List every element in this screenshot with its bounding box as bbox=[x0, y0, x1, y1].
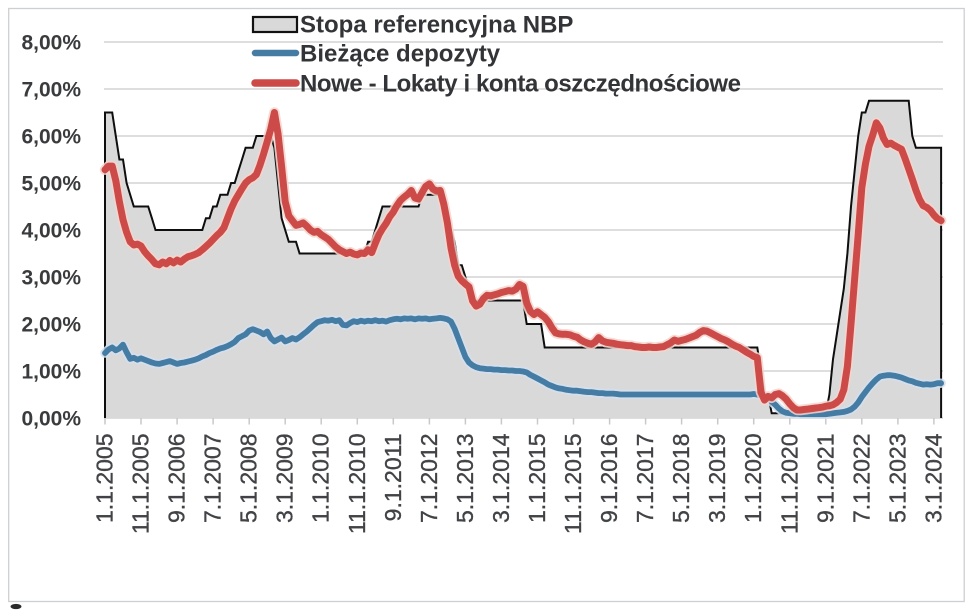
svg-text:5.1.2008: 5.1.2008 bbox=[236, 434, 262, 524]
svg-text:1.1.2020: 1.1.2020 bbox=[740, 434, 766, 524]
svg-text:7.1.2017: 7.1.2017 bbox=[632, 434, 658, 524]
svg-text:11.1.2015: 11.1.2015 bbox=[560, 434, 586, 535]
svg-text:7.1.2012: 7.1.2012 bbox=[416, 434, 442, 524]
svg-text:Stopa referencyjna NBP: Stopa referencyjna NBP bbox=[300, 12, 573, 39]
svg-text:1,00%: 1,00% bbox=[21, 360, 81, 383]
svg-text:5.1.2023: 5.1.2023 bbox=[884, 434, 910, 524]
svg-text:6,00%: 6,00% bbox=[21, 125, 81, 148]
svg-text:3.1.2024: 3.1.2024 bbox=[920, 433, 946, 523]
svg-text:3.1.2009: 3.1.2009 bbox=[272, 434, 298, 524]
svg-text:7.1.2007: 7.1.2007 bbox=[200, 434, 226, 524]
svg-text:5.1.2018: 5.1.2018 bbox=[668, 434, 694, 524]
svg-text:8,00%: 8,00% bbox=[21, 31, 81, 54]
svg-text:9.1.2016: 9.1.2016 bbox=[596, 434, 622, 524]
svg-text:3.1.2019: 3.1.2019 bbox=[704, 434, 730, 524]
svg-text:3.1.2014: 3.1.2014 bbox=[488, 433, 514, 523]
svg-text:7,00%: 7,00% bbox=[21, 78, 81, 101]
svg-text:3,00%: 3,00% bbox=[21, 266, 81, 289]
svg-text:0,00%: 0,00% bbox=[21, 407, 81, 430]
svg-text:9.1.2021: 9.1.2021 bbox=[812, 434, 838, 524]
svg-text:5,00%: 5,00% bbox=[21, 172, 81, 195]
svg-text:11.1.2020: 11.1.2020 bbox=[776, 434, 802, 535]
svg-text:1.1.2010: 1.1.2010 bbox=[308, 434, 334, 524]
svg-text:11.1.2010: 11.1.2010 bbox=[344, 434, 370, 535]
svg-text:9.1.2006: 9.1.2006 bbox=[164, 434, 190, 524]
svg-text:Bieżące depozyty: Bieżące depozyty bbox=[300, 41, 501, 68]
svg-text:9.1.2011: 9.1.2011 bbox=[380, 434, 406, 522]
svg-text:7.1.2022: 7.1.2022 bbox=[848, 434, 874, 524]
svg-text:11.1.2005: 11.1.2005 bbox=[128, 434, 154, 535]
svg-text:2,00%: 2,00% bbox=[21, 313, 81, 336]
svg-text:1.1.2015: 1.1.2015 bbox=[524, 434, 550, 524]
svg-text:5.1.2013: 5.1.2013 bbox=[452, 434, 478, 524]
svg-text:1.1.2005: 1.1.2005 bbox=[92, 434, 118, 524]
svg-text:Nowe - Lokaty i konta oszczędn: Nowe - Lokaty i konta oszczędnościowe bbox=[300, 71, 741, 98]
svg-text:4,00%: 4,00% bbox=[21, 219, 81, 242]
